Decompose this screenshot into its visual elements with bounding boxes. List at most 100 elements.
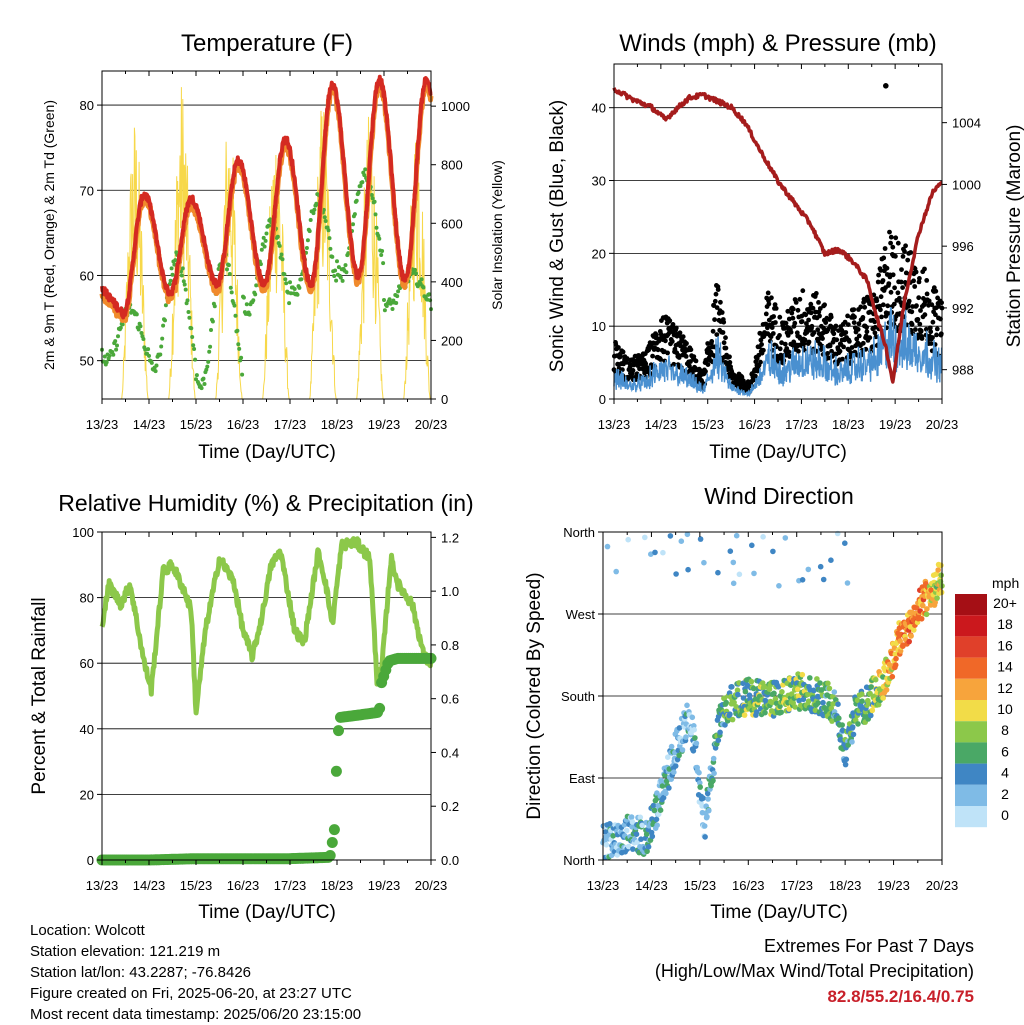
ytick-label: 40 bbox=[80, 722, 94, 737]
direction-point bbox=[673, 571, 679, 577]
ytick-right-label: 992 bbox=[952, 301, 974, 316]
gust-point bbox=[855, 327, 861, 332]
gust-point bbox=[671, 361, 677, 367]
ytick-right-label: 0 bbox=[441, 392, 448, 407]
ytick-right-label: 600 bbox=[441, 216, 463, 231]
xtick-label: 20/23 bbox=[415, 878, 448, 893]
xtick-label: 18/23 bbox=[321, 878, 354, 893]
dewpoint-point bbox=[146, 347, 151, 352]
gust-point bbox=[624, 356, 630, 361]
gust-point bbox=[930, 319, 936, 325]
direction-point bbox=[749, 542, 755, 549]
gust-point bbox=[908, 250, 914, 255]
gust-point bbox=[710, 328, 716, 334]
precip-point bbox=[333, 725, 344, 737]
dewpoint-point bbox=[332, 274, 337, 278]
direction-point bbox=[935, 567, 941, 573]
direction-point bbox=[727, 548, 734, 554]
ytick-label: 60 bbox=[80, 268, 94, 283]
pressure-series bbox=[612, 87, 943, 384]
gust-point bbox=[785, 308, 791, 314]
direction-point bbox=[648, 551, 654, 557]
colorbar-label: 20+ bbox=[993, 595, 1017, 611]
gust-point bbox=[826, 355, 832, 361]
gust-point bbox=[739, 374, 745, 380]
dewpoint-point bbox=[191, 343, 196, 348]
dewpoint-point bbox=[266, 223, 271, 228]
direction-point bbox=[666, 785, 672, 791]
direction-point bbox=[700, 795, 706, 801]
dewpoint-point bbox=[233, 313, 238, 318]
gust-point bbox=[917, 276, 922, 281]
temperature-panel: Temperature (F) 506070800200400600800100… bbox=[41, 30, 505, 463]
dewpoint-point bbox=[330, 254, 335, 259]
dewpoint-point bbox=[346, 251, 351, 256]
gust-point bbox=[878, 268, 884, 273]
gust-point bbox=[880, 278, 886, 283]
gust-point bbox=[926, 298, 932, 304]
dewpoint-point bbox=[292, 287, 297, 291]
dewpoint-point bbox=[380, 249, 385, 253]
xtick-label: 19/23 bbox=[368, 417, 401, 432]
ytick-label: East bbox=[569, 771, 595, 786]
gust-point bbox=[885, 303, 891, 309]
xtick-label: 19/23 bbox=[877, 878, 910, 893]
direction-points bbox=[600, 530, 945, 861]
direction-point bbox=[710, 777, 716, 784]
dewpoint-point bbox=[163, 303, 168, 308]
gust-point bbox=[783, 320, 789, 326]
gust-point bbox=[627, 364, 633, 370]
dewpoint-point bbox=[181, 279, 186, 284]
gust-point bbox=[795, 307, 801, 313]
dewpoint-point bbox=[247, 312, 252, 317]
xtick-label: 19/23 bbox=[879, 417, 912, 432]
direction-point bbox=[897, 638, 903, 644]
precip-point bbox=[330, 765, 342, 777]
colorbar-label: 4 bbox=[1001, 765, 1009, 781]
dewpoint-point bbox=[187, 315, 192, 320]
dewpoint-point bbox=[396, 289, 401, 294]
gust-point bbox=[688, 347, 694, 353]
gust-point bbox=[848, 354, 853, 359]
direction-point bbox=[659, 783, 666, 789]
direction-point bbox=[859, 698, 865, 704]
gust-point bbox=[809, 323, 815, 329]
dewpoint-point bbox=[305, 238, 310, 243]
gust-point bbox=[891, 301, 897, 307]
direction-point bbox=[875, 701, 882, 708]
colorbar-swatch bbox=[955, 678, 987, 700]
dewpoint-point bbox=[114, 347, 119, 352]
direction-point bbox=[843, 756, 850, 763]
ytick-right-label: 1000 bbox=[952, 177, 981, 192]
colorbar-swatch bbox=[955, 806, 987, 828]
dewpoint-point bbox=[227, 272, 232, 276]
colorbar-label: 12 bbox=[997, 680, 1013, 696]
gust-point bbox=[773, 320, 778, 325]
direction-point bbox=[654, 822, 660, 828]
dewpoint-point bbox=[327, 236, 332, 241]
dewpoint-point bbox=[235, 328, 240, 333]
direction-point bbox=[679, 747, 686, 753]
gust-point bbox=[893, 235, 899, 241]
colorbar-swatch bbox=[955, 700, 987, 722]
direction-point bbox=[717, 729, 723, 736]
dewpoint-point bbox=[240, 372, 245, 377]
dewpoint-point bbox=[369, 193, 374, 197]
gust-point bbox=[763, 321, 769, 327]
ytick-right-label: 988 bbox=[952, 363, 974, 378]
direction-ticks: North East South West North 13/23 14/23 15/23 16… bbox=[561, 525, 958, 893]
dewpoint-point bbox=[241, 295, 246, 300]
dewpoint-point bbox=[136, 327, 141, 332]
direction-point bbox=[706, 807, 712, 814]
xtick-label: 13/23 bbox=[598, 417, 631, 432]
dewpoint-point bbox=[163, 318, 167, 323]
dewpoint-point bbox=[308, 218, 313, 222]
gust-point bbox=[773, 306, 779, 311]
colorbar-swatch bbox=[955, 615, 987, 637]
direction-point bbox=[691, 727, 697, 733]
xtick-label: 17/23 bbox=[785, 417, 818, 432]
direction-point bbox=[825, 680, 831, 687]
gust-point bbox=[802, 337, 808, 343]
gust-point bbox=[877, 303, 883, 309]
precip-series bbox=[96, 652, 437, 866]
